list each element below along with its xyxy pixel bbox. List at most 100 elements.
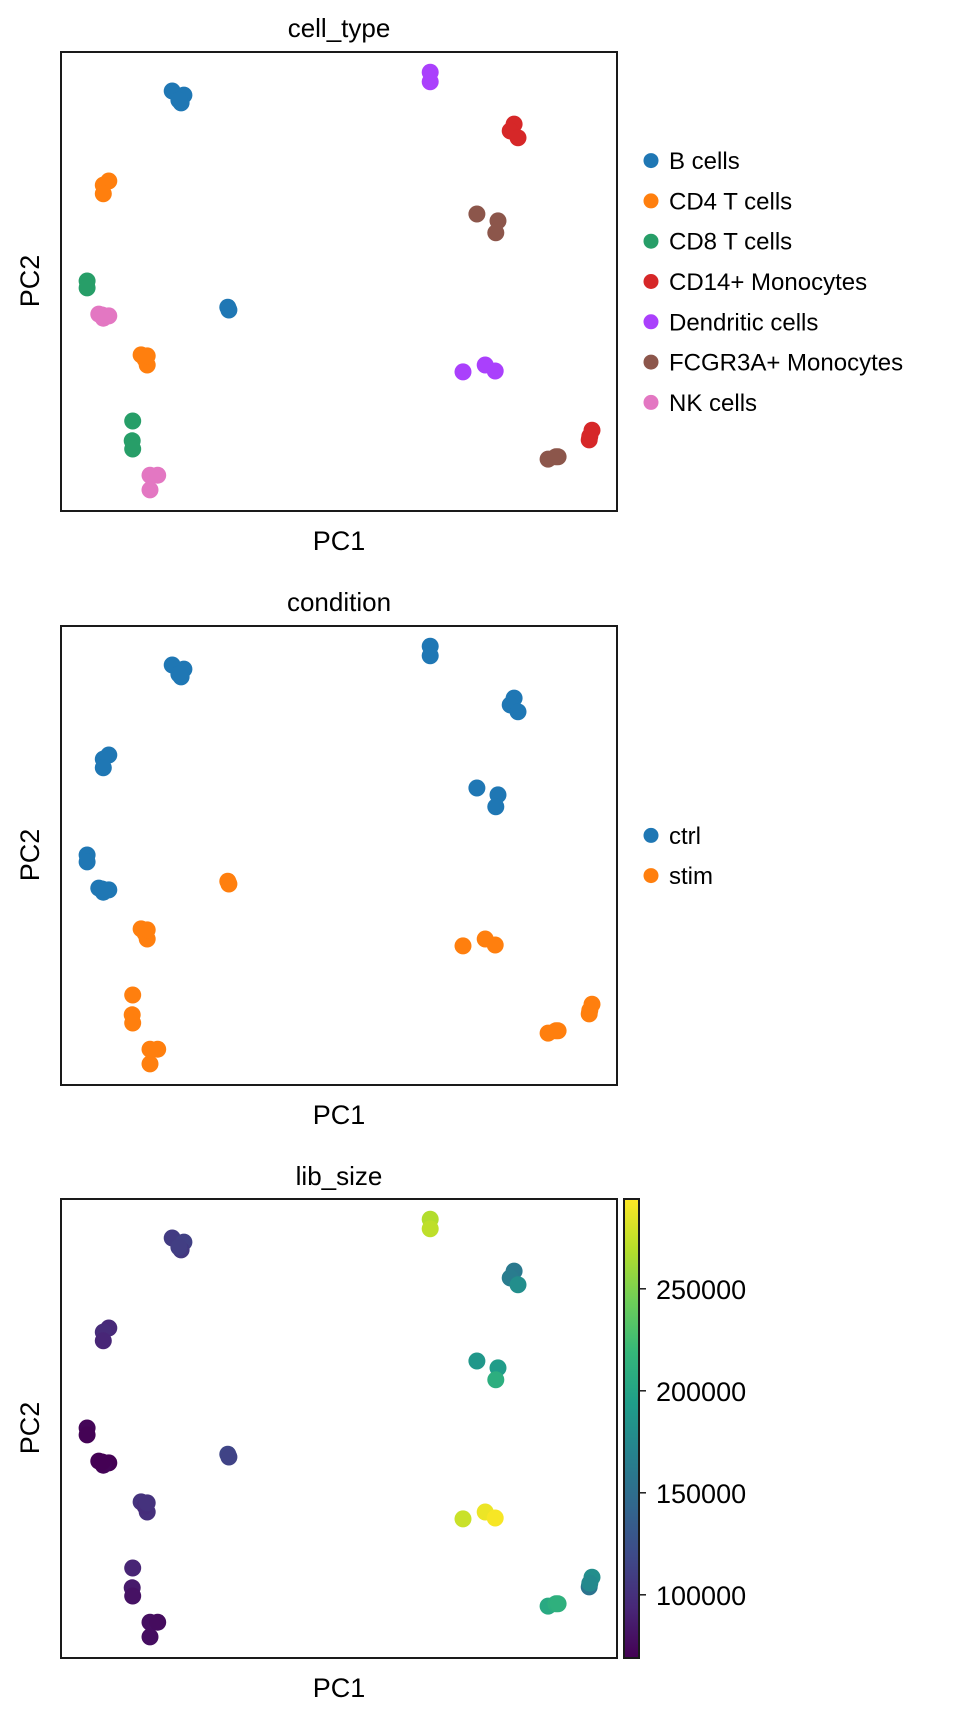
scatter-point xyxy=(94,759,112,777)
scatter-point xyxy=(78,279,96,297)
scatter-point xyxy=(468,779,486,797)
scatter-point xyxy=(468,205,486,223)
x-axis-label: PC1 xyxy=(313,1673,366,1703)
scatter-point xyxy=(549,448,567,466)
legend-label: Dendritic cells xyxy=(669,309,818,336)
scatter-point xyxy=(454,363,472,381)
scatter-point xyxy=(170,91,188,109)
panel-cell-type: cell_type PC1 PC2 B cells CD4 T cells CD8 … xyxy=(15,13,903,556)
x-axis-label: PC1 xyxy=(313,1100,366,1130)
colorbar-tick-label: 200000 xyxy=(656,1377,746,1407)
scatter-point xyxy=(487,1371,505,1389)
scatter-point xyxy=(486,936,504,954)
panel-condition: condition PC1 PC2 ctrl stim xyxy=(15,587,713,1130)
legend-item: Dendritic cells xyxy=(643,309,818,336)
scatter-point xyxy=(549,1022,567,1040)
panel-title-cell-type: cell_type xyxy=(288,13,391,43)
scatter-point xyxy=(78,853,96,871)
legend-marker xyxy=(643,233,659,249)
y-axis-label: PC2 xyxy=(15,255,45,308)
panel-lib-size: lib_size PC1 PC2 100000 150000 200000 25000… xyxy=(15,1161,746,1703)
scatter-points-condition xyxy=(78,637,601,1073)
legend-item: CD8 T cells xyxy=(643,229,792,256)
scatter-point xyxy=(141,1628,159,1646)
legend-item: CD4 T cells xyxy=(643,188,792,215)
legend-label: NK cells xyxy=(669,390,757,417)
scatter-point xyxy=(124,1587,142,1605)
legend-marker xyxy=(643,868,659,884)
scatter-point xyxy=(421,73,439,91)
scatter-point xyxy=(487,224,505,242)
legend-label: B cells xyxy=(669,148,740,175)
axes-frame xyxy=(60,625,618,1086)
scatter-point xyxy=(454,1510,472,1528)
scatter-point xyxy=(509,1276,527,1294)
scatter-point xyxy=(93,880,111,898)
scatter-point xyxy=(141,1055,159,1073)
scatter-point xyxy=(94,1332,112,1350)
x-axis-label: PC1 xyxy=(313,526,366,556)
scatter-point xyxy=(138,921,156,939)
scatter-point xyxy=(124,440,142,458)
colorbar xyxy=(623,1198,640,1659)
legend-label: FCGR3A+ Monocytes xyxy=(669,350,903,377)
legend-marker xyxy=(643,314,659,330)
legend-marker xyxy=(643,193,659,209)
legend-cell-type: B cells CD4 T cells CD8 T cells CD14+ Monoc… xyxy=(643,148,903,417)
scatter-point xyxy=(220,875,238,893)
scatter-point xyxy=(124,986,142,1004)
y-axis-label: PC2 xyxy=(15,829,45,882)
legend-condition: ctrl stim xyxy=(643,823,713,890)
scatter-point xyxy=(149,1040,167,1058)
panel-title-lib-size: lib_size xyxy=(296,1161,383,1191)
scatter-point xyxy=(581,1001,599,1019)
scatter-point xyxy=(486,1509,504,1527)
legend-marker xyxy=(643,153,659,169)
scatter-point xyxy=(581,427,599,445)
scatter-point xyxy=(124,1014,142,1032)
scatter-point xyxy=(468,1352,486,1370)
scatter-point xyxy=(141,481,159,499)
scatter-point xyxy=(509,129,527,147)
legend-label: ctrl xyxy=(669,823,701,850)
scatter-point xyxy=(421,1220,439,1238)
scatter-point xyxy=(509,703,527,721)
legend-item: stim xyxy=(643,863,713,890)
legend-marker xyxy=(643,827,659,843)
scatter-point xyxy=(149,466,167,484)
axes-frame xyxy=(60,1198,618,1659)
colorbar-ticks: 100000 150000 200000 250000 xyxy=(639,1275,746,1611)
legend-label: CD14+ Monocytes xyxy=(669,269,867,296)
legend-label: stim xyxy=(669,863,713,890)
scatter-point xyxy=(170,1238,188,1256)
legend-item: NK cells xyxy=(643,390,757,417)
legend-item: ctrl xyxy=(643,823,701,850)
scatter-point xyxy=(93,1453,111,1471)
colorbar-tick-label: 150000 xyxy=(656,1479,746,1509)
scatter-point xyxy=(220,301,238,319)
scatter-point xyxy=(94,185,112,203)
panel-title-condition: condition xyxy=(287,587,391,617)
scatter-point xyxy=(454,937,472,955)
scatter-point xyxy=(220,1448,238,1466)
legend-item: FCGR3A+ Monocytes xyxy=(643,350,903,377)
scatter-point xyxy=(487,798,505,816)
legend-marker xyxy=(643,274,659,289)
scatter-point xyxy=(138,1494,156,1512)
scatter-point xyxy=(170,665,188,683)
legend-marker xyxy=(643,354,659,370)
y-axis-label: PC2 xyxy=(15,1402,45,1455)
scatter-point xyxy=(549,1595,567,1613)
scatter-point xyxy=(138,347,156,365)
legend-item: CD14+ Monocytes xyxy=(643,269,867,296)
legend-label: CD8 T cells xyxy=(669,229,792,256)
legend-item: B cells xyxy=(643,148,740,175)
scatter-point xyxy=(124,412,142,430)
scatter-point xyxy=(78,1426,96,1444)
colorbar-tick-label: 100000 xyxy=(656,1581,746,1611)
legend-label: CD4 T cells xyxy=(669,188,792,215)
axes-frame xyxy=(60,51,618,512)
scatter-point xyxy=(149,1613,167,1631)
scatter-point xyxy=(486,362,504,380)
